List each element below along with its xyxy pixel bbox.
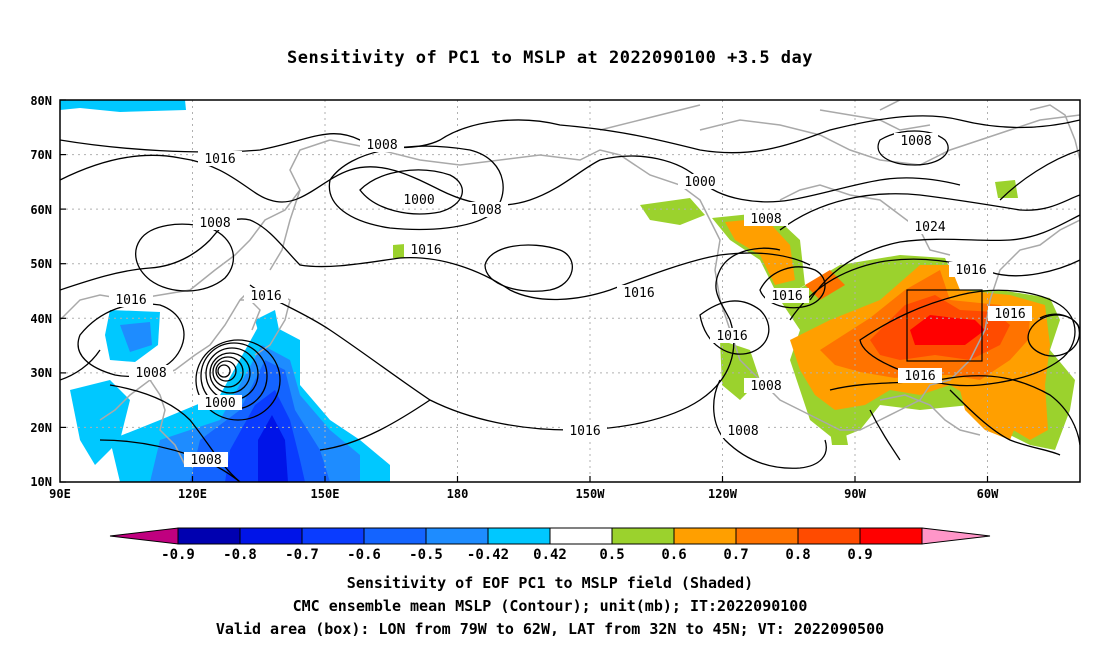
contour-label-1016-nw-text: 1016 [204, 152, 235, 167]
colorbar-swatch [425, 527, 489, 545]
contour-label-1008-nw-text: 1008 [366, 138, 397, 153]
colorbar: -0.9 -0.8 -0.7 -0.6 -0.5 -0.42 0.42 0.5 0.6 0.7 0.… [109, 527, 991, 563]
colorbar-swatch [177, 527, 241, 545]
lat-label-60n: 60N [30, 203, 52, 217]
lon-label-150e: 150E [311, 487, 340, 501]
colorbar-tick-label: -0.5 [409, 547, 443, 563]
contour-label-1016-labrador: 1016 [955, 263, 986, 278]
lat-label-10n: 10N [30, 475, 52, 489]
colorbar-swatch [239, 527, 303, 545]
latitude-labels: 80N 70N 60N 50N 40N 30N 20N 10N [30, 94, 52, 489]
contour-label-1016-japan: 1016 [250, 289, 281, 304]
colorbar-swatch [859, 527, 923, 545]
contour-label-1016-rockies: 1016 [771, 289, 802, 304]
colorbar-tick-label: -0.9 [161, 547, 195, 563]
lat-label-70n: 70N [30, 148, 52, 162]
contour-label-1016-dateline: 1016 [410, 243, 441, 258]
contour-label-1016-atlantic-east: 1016 [994, 307, 1025, 322]
lat-label-80n: 80N [30, 94, 52, 108]
contour-label-1008-scs: 1008 [190, 453, 221, 468]
colorbar-tick-label: -0.6 [347, 547, 381, 563]
contour-label-1016-subtropic: 1016 [569, 424, 600, 439]
colorbar-tick-label: 0.6 [661, 547, 686, 563]
lat-label-40n: 40N [30, 312, 52, 326]
lat-label-30n: 30N [30, 366, 52, 380]
contour-label-1016-nw: 1016 [198, 151, 242, 167]
colorbar-tick-label: 0.42 [533, 547, 567, 563]
contour-label-1000-alaska: 1000 [684, 175, 715, 190]
footer-line-2: CMC ensemble mean MSLP (Contour); unit(m… [292, 597, 808, 615]
colorbar-swatch [363, 527, 427, 545]
contour-label-1008-mexico: 1008 [750, 379, 781, 394]
contour-label-1016-pacific: 1016 [623, 286, 654, 301]
contour-label-1008-nw: 1008 [360, 137, 404, 153]
contour-label-1008-canada: 1008 [750, 212, 781, 227]
lon-label-150w: 150W [576, 487, 606, 501]
contour-label-1008-arctic: 1008 [900, 134, 931, 149]
colorbar-swatch [673, 527, 737, 545]
map-frame [59, 99, 1081, 483]
lat-label-20n: 20N [30, 421, 52, 435]
colorbar-swatch [797, 527, 861, 545]
valid-area-box [906, 289, 983, 362]
colorbar-swatch [549, 527, 613, 545]
colorbar-swatch [301, 527, 365, 545]
contour-label-1016-china: 1016 [115, 293, 146, 308]
footer-line-3: Valid area (box): LON from 79W to 62W, L… [215, 620, 885, 638]
lon-label-60w: 60W [977, 487, 999, 501]
lat-label-50n: 50N [30, 257, 52, 271]
contour-label-1024: 1024 [914, 220, 945, 235]
contour-label-1008-siberia: 1008 [199, 216, 230, 231]
colorbar-swatch [487, 527, 551, 545]
contour-labels: 1008 1016 1000 1008 1000 1008 1008 1024 … [109, 133, 1032, 468]
colorbar-tick-label: 0.8 [785, 547, 810, 563]
lon-label-90w: 90W [844, 487, 866, 501]
negative-sensitivity-shading [60, 100, 390, 482]
contour-label-1016-calif: 1016 [716, 329, 747, 344]
lon-label-120e: 120E [178, 487, 207, 501]
colorbar-tick-label: -0.42 [467, 547, 509, 563]
longitude-labels: 90E 120E 150E 180 150W 120W 90W 60W [49, 487, 999, 501]
footer-line-1: Sensitivity of EOF PC1 to MSLP field (Sh… [346, 574, 754, 592]
colorbar-swatch [611, 527, 675, 545]
colorbar-tick-label: -0.8 [223, 547, 257, 563]
colorbar-tick-label: 0.9 [847, 547, 872, 563]
positive-sensitivity-shading [393, 180, 1075, 450]
axis-ticks [60, 99, 989, 483]
colorbar-tick-label: 0.7 [723, 547, 748, 563]
colorbar-swatch [735, 527, 799, 545]
contour-label-1000-north: 1000 [403, 193, 434, 208]
contour-label-1008-epac: 1008 [727, 424, 758, 439]
colorbar-tick-label: 0.5 [599, 547, 624, 563]
lon-label-90e: 90E [49, 487, 71, 501]
colorbar-extend-low [109, 527, 179, 545]
contour-label-1016-atlantic-south: 1016 [904, 369, 935, 384]
plot-title: Sensitivity of PC1 to MSLP at 2022090100… [286, 48, 813, 68]
contour-label-1008-china: 1008 [135, 366, 166, 381]
colorbar-extend-high [921, 527, 991, 545]
lon-label-180: 180 [447, 487, 469, 501]
colorbar-tick-label: -0.7 [285, 547, 319, 563]
contour-label-1008-north: 1008 [470, 203, 501, 218]
mslp-contours [60, 115, 1080, 482]
lon-label-120w: 120W [708, 487, 738, 501]
contour-label-1000-typhoon: 1000 [204, 396, 235, 411]
